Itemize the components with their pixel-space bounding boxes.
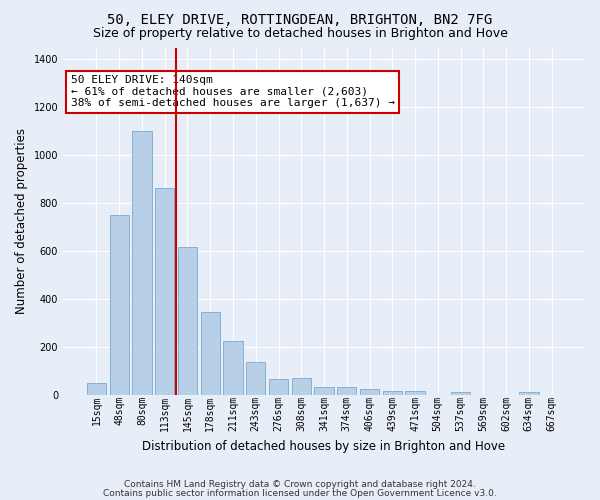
Bar <box>223 340 242 394</box>
Bar <box>292 378 311 394</box>
Text: Size of property relative to detached houses in Brighton and Hove: Size of property relative to detached ho… <box>92 28 508 40</box>
Text: 50, ELEY DRIVE, ROTTINGDEAN, BRIGHTON, BN2 7FG: 50, ELEY DRIVE, ROTTINGDEAN, BRIGHTON, B… <box>107 12 493 26</box>
Bar <box>178 248 197 394</box>
Bar <box>132 132 152 394</box>
Bar <box>87 382 106 394</box>
Text: Contains public sector information licensed under the Open Government Licence v3: Contains public sector information licen… <box>103 489 497 498</box>
Bar <box>246 362 265 394</box>
Bar <box>451 392 470 394</box>
Bar <box>269 379 288 394</box>
Bar <box>314 388 334 394</box>
Bar <box>110 215 129 394</box>
Y-axis label: Number of detached properties: Number of detached properties <box>15 128 28 314</box>
Bar <box>360 388 379 394</box>
Text: Contains HM Land Registry data © Crown copyright and database right 2024.: Contains HM Land Registry data © Crown c… <box>124 480 476 489</box>
Text: 50 ELEY DRIVE: 140sqm
← 61% of detached houses are smaller (2,603)
38% of semi-d: 50 ELEY DRIVE: 140sqm ← 61% of detached … <box>71 76 395 108</box>
Bar <box>519 392 539 394</box>
Bar <box>383 391 402 394</box>
Bar <box>155 188 175 394</box>
Bar <box>337 388 356 394</box>
Bar <box>406 391 425 394</box>
X-axis label: Distribution of detached houses by size in Brighton and Hove: Distribution of detached houses by size … <box>142 440 506 452</box>
Bar <box>200 312 220 394</box>
